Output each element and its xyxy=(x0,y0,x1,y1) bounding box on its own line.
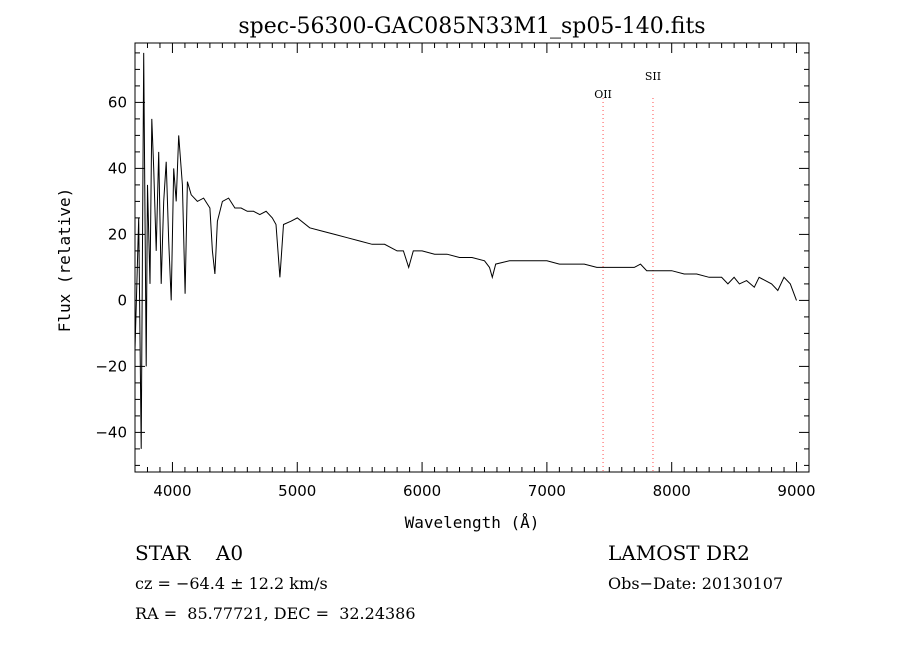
y-axis-label: Flux (relative) xyxy=(55,188,74,333)
y-tick-label: −20 xyxy=(95,357,127,375)
spectral-type: A0 xyxy=(215,541,244,565)
line-markers: OII SII xyxy=(594,70,661,472)
object-class: STAR A0 xyxy=(135,541,243,565)
x-tick-label: 5000 xyxy=(278,482,316,500)
survey-name: LAMOST DR2 xyxy=(608,541,750,565)
axis-ticks xyxy=(134,43,810,472)
x-tick-label: 9000 xyxy=(777,482,815,500)
line-marker-label-sii: SII xyxy=(645,70,661,83)
x-tick-label: 6000 xyxy=(403,482,441,500)
y-tick-label: 40 xyxy=(108,159,127,177)
star-label: STAR xyxy=(135,541,191,565)
axis-tick-labels: 4000 5000 6000 7000 8000 9000 −40 −20 0 20 40 60 xyxy=(95,93,815,500)
x-tick-label: 7000 xyxy=(528,482,566,500)
y-tick-label: −40 xyxy=(95,423,127,441)
y-tick-label: 20 xyxy=(108,225,127,243)
obs-date-text: Obs−Date: 20130107 xyxy=(608,574,784,593)
y-tick-label: 0 xyxy=(117,291,127,309)
x-tick-label: 8000 xyxy=(653,482,691,500)
redshift-text: cz = −64.4 ± 12.2 km/s xyxy=(135,574,328,593)
coordinates-text: RA = 85.77721, DEC = 32.24386 xyxy=(135,604,416,623)
plot-frame xyxy=(134,42,810,473)
x-axis-label: Wavelength (Å) xyxy=(405,513,540,532)
x-tick-label: 4000 xyxy=(153,482,191,500)
chart-title: spec-56300-GAC085N33M1_sp05-140.fits xyxy=(238,14,705,39)
spectrum-line xyxy=(134,52,797,449)
y-tick-label: 60 xyxy=(108,93,127,111)
line-marker-label-oii: OII xyxy=(594,88,612,101)
